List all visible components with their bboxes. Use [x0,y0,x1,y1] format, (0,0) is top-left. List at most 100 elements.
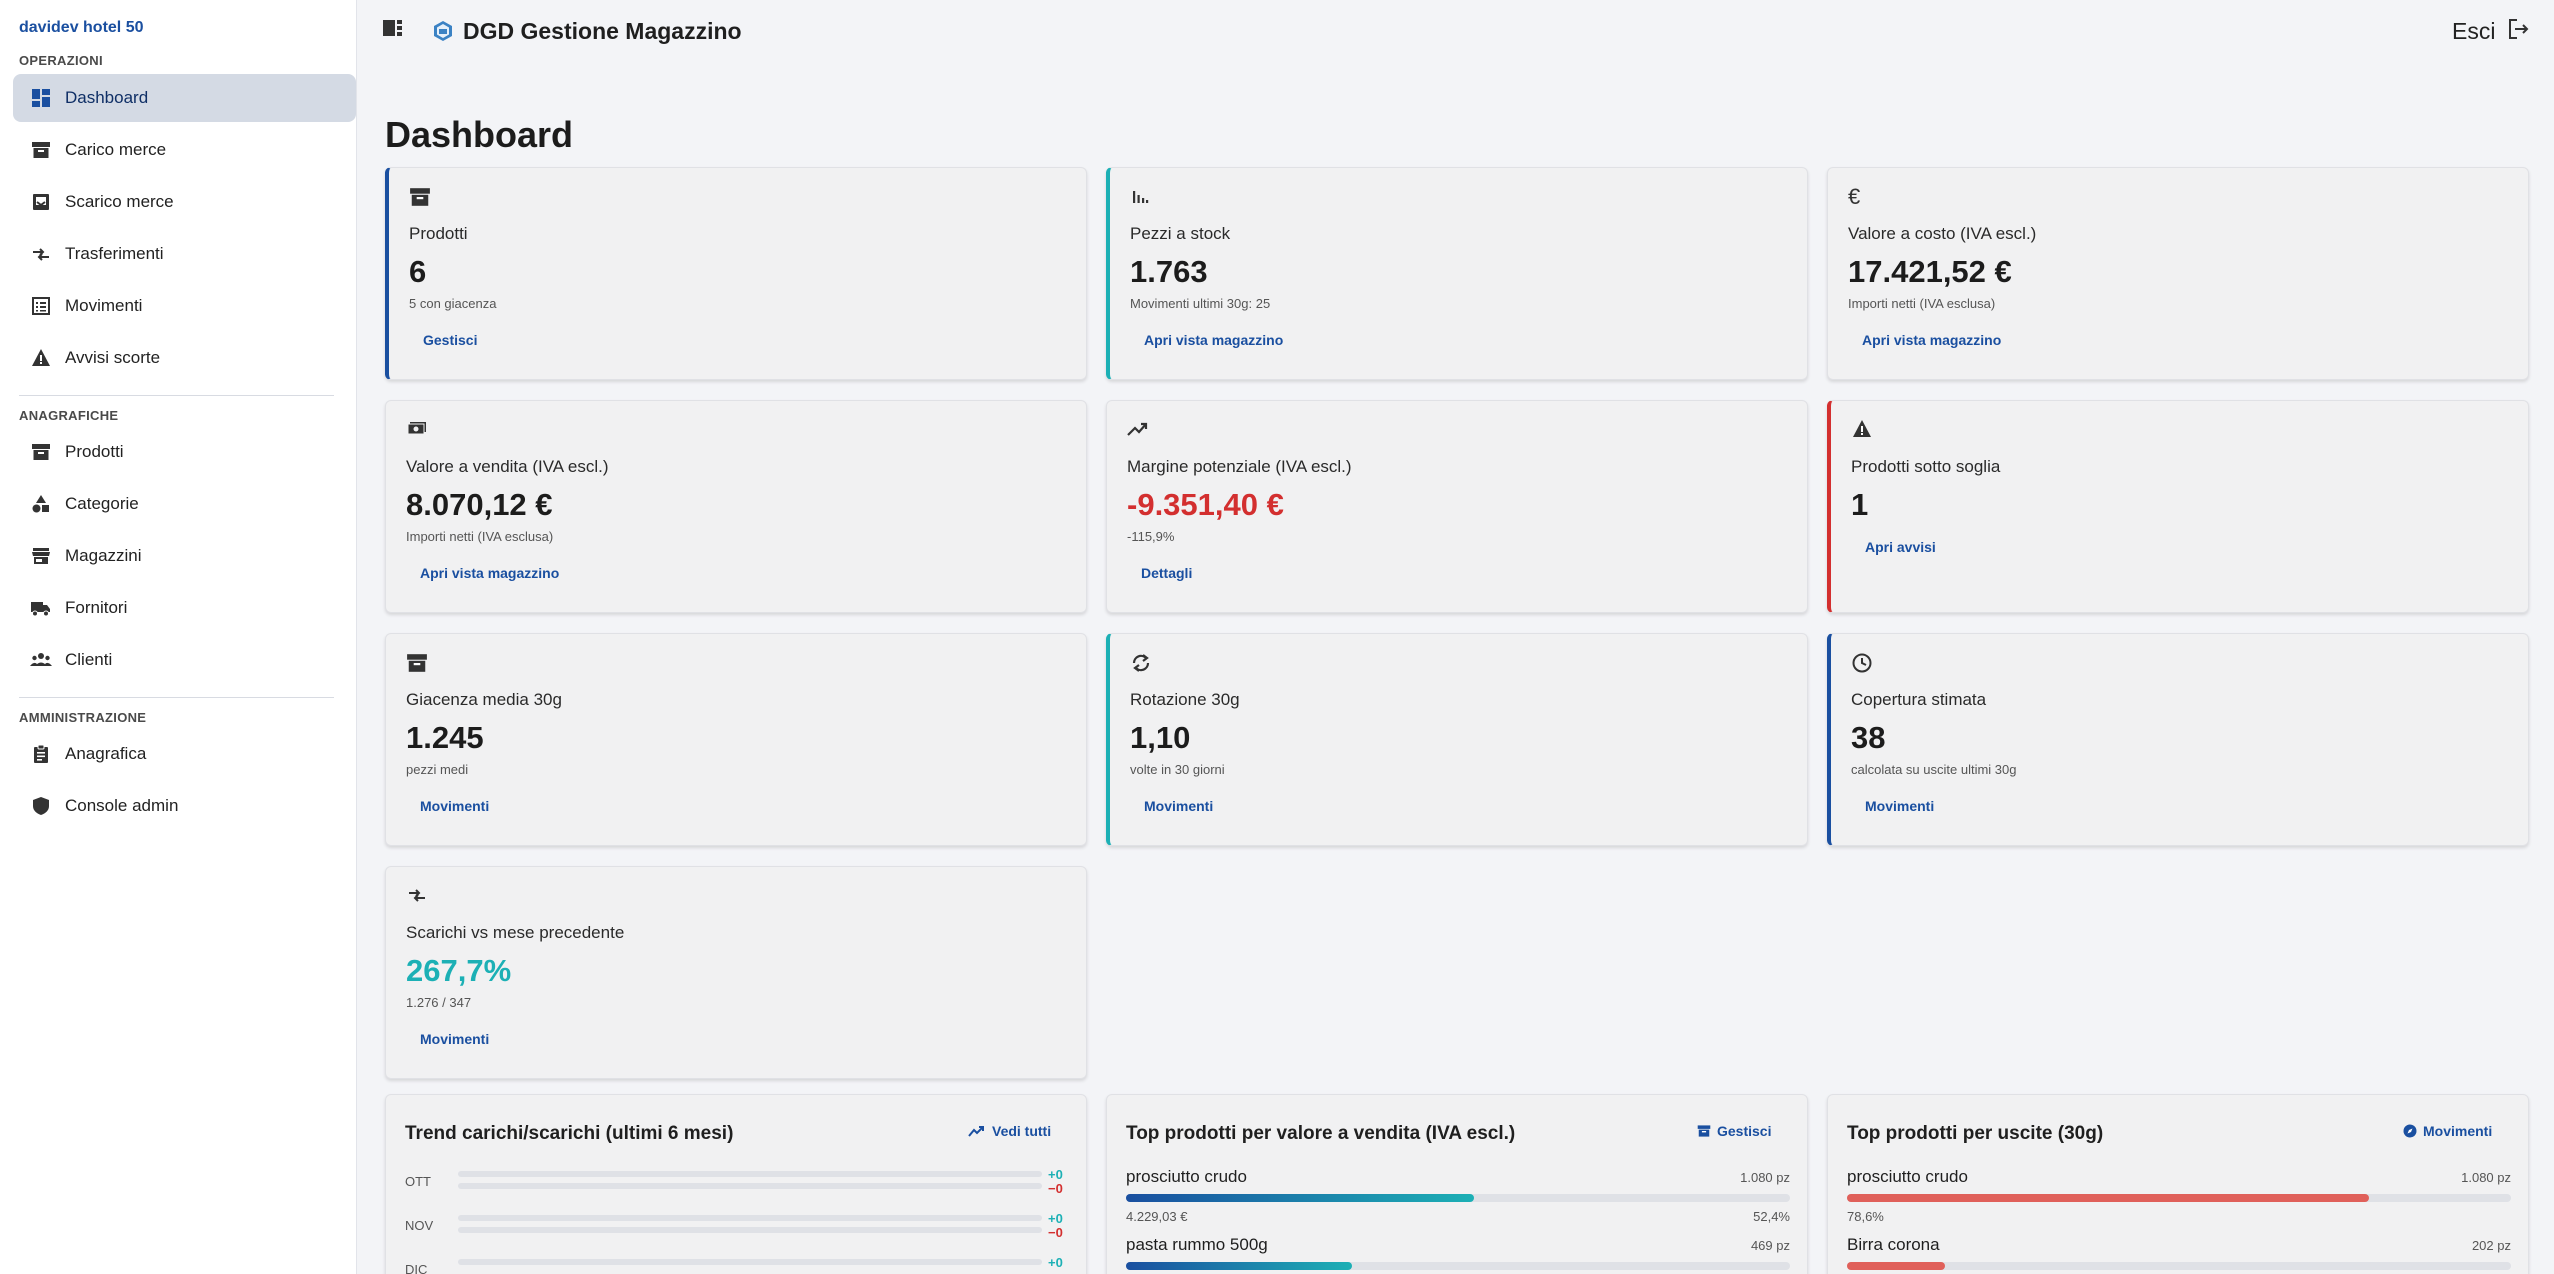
sidebar-item-magazzini[interactable]: Magazzini [13,532,356,580]
movimenti-label: Movimenti [2423,1123,2493,1139]
carichi-value: +0 [1048,1255,1063,1270]
stat-card-margine: Margine potenziale (IVA escl.) -9.351,40… [1106,400,1808,613]
product-name: pasta rummo 500g [1126,1235,1268,1254]
page-title: Dashboard [385,114,574,155]
panel-top-uscite: Top prodotti per uscite (30g) Movimenti … [1827,1094,2529,1274]
stat-value: 38 [1851,720,1886,755]
stat-label: Valore a costo (IVA escl.) [1848,224,2037,243]
people-icon [30,649,52,671]
section-label-operazioni: OPERAZIONI [19,53,103,68]
sidebar-item-prodotti[interactable]: Prodotti [13,428,356,476]
movimenti-link[interactable]: Movimenti [420,798,490,814]
product-share: 78,6% [1847,1209,1884,1224]
sidebar: davidev hotel 50 OPERAZIONI Dashboard Ca… [0,0,357,1274]
sidebar-item-scarico[interactable]: Scarico merce [13,178,356,226]
sidebar-item-fornitori[interactable]: Fornitori [13,584,356,632]
logout-icon[interactable] [2508,18,2532,42]
carichi-bar [458,1259,1042,1265]
product-qty: 1.080 pz [1740,1170,1790,1185]
carichi-bar [458,1171,1042,1177]
panel-title: Top prodotti per uscite (30g) [1847,1123,2104,1144]
stat-card-pezzi: Pezzi a stock 1.763 Movimenti ultimi 30g… [1106,167,1808,380]
stat-subtext: pezzi medi [406,762,469,777]
stat-label: Rotazione 30g [1130,690,1240,709]
sidebar-item-label: Scarico merce [65,192,174,211]
trend-row: NOV +0 −0 [405,1211,1069,1241]
stat-subtext: -115,9% [1127,529,1175,544]
stat-subtext: Movimenti ultimi 30g: 25 [1130,296,1271,311]
app-title: DGD Gestione Magazzino [463,18,742,44]
stat-card-costo: € Valore a costo (IVA escl.) 17.421,52 €… [1827,167,2529,380]
section-label-amministrazione: AMMINISTRAZIONE [19,710,147,725]
apri-avvisi-link[interactable]: Apri avvisi [1865,539,1936,555]
product-value: 4.229,03 € [1126,1209,1188,1224]
movimenti-link[interactable]: Movimenti [1144,798,1214,814]
trend-row: DIC +0 [405,1255,1069,1274]
stat-subtext: 5 con giacenza [409,296,497,311]
gestisci-button[interactable]: Gestisci [1697,1123,1771,1139]
trend-month: NOV [405,1218,434,1233]
inventory-icon [406,652,430,676]
sidebar-item-categorie[interactable]: Categorie [13,480,356,528]
top-product-item: Birra corona 202 pz [1847,1235,2511,1274]
movimenti-link[interactable]: Movimenti [1865,798,1935,814]
sidebar-item-label: Clienti [65,650,113,669]
stat-label: Copertura stimata [1851,690,1987,709]
scarichi-bar [458,1183,1042,1189]
movimenti-link[interactable]: Movimenti [420,1031,490,1047]
stat-value: 1 [1851,487,1869,522]
panel-title: Top prodotti per valore a vendita (IVA e… [1126,1123,1516,1144]
apri-vista-magazzino-link[interactable]: Apri vista magazzino [1144,332,1284,348]
stat-card-copertura: Copertura stimata 38 calcolata su uscite… [1827,633,2529,846]
sidebar-item-label: Movimenti [65,296,143,315]
app-logo-icon [432,20,454,42]
apri-vista-magazzino-link[interactable]: Apri vista magazzino [420,565,560,581]
stat-value: 17.421,52 € [1848,254,2012,289]
vedi-tutti-button[interactable]: Vedi tutti [968,1123,1051,1139]
warning-icon [30,347,52,369]
shield-icon [30,795,52,817]
cash-icon [406,419,430,443]
dashboard-icon [30,87,52,109]
sidebar-toggle-icon[interactable] [383,19,405,41]
product-name: prosciutto crudo [1126,1167,1247,1186]
section-label-anagrafiche: ANAGRAFICHE [19,408,119,423]
sidebar-item-label: Carico merce [65,140,167,159]
stat-label: Giacenza media 30g [406,690,562,709]
category-shapes-icon [30,493,52,515]
brand-name[interactable]: davidev hotel 50 [19,19,144,36]
sidebar-item-dashboard[interactable]: Dashboard [13,74,356,122]
sidebar-item-clienti[interactable]: Clienti [13,636,356,684]
truck-icon [30,597,52,619]
trend-month: OTT [405,1174,431,1189]
inventory-icon [409,186,433,210]
stat-subtext: Importi netti (IVA esclusa) [406,529,554,544]
progress-track [1126,1262,1790,1270]
stat-label: Scarichi vs mese precedente [406,923,625,942]
trend-row: OTT +0 −0 [405,1167,1069,1197]
sidebar-item-anagrafica[interactable]: Anagrafica [13,730,356,778]
panel-trend: Trend carichi/scarichi (ultimi 6 mesi) V… [385,1094,1087,1274]
stat-card-soglia: Prodotti sotto soglia 1 Apri avvisi [1827,400,2529,613]
stat-value: 1.245 [406,720,484,755]
stat-subtext: 1.276 / 347 [406,995,472,1010]
product-qty: 1.080 pz [2461,1170,2511,1185]
movimenti-button[interactable]: Movimenti [2403,1123,2492,1139]
gestisci-link[interactable]: Gestisci [423,332,478,348]
sidebar-item-trasferimenti[interactable]: Trasferimenti [13,230,356,278]
dettagli-link[interactable]: Dettagli [1141,565,1193,581]
vedi-tutti-label: Vedi tutti [992,1123,1052,1139]
carichi-value: +0 [1048,1211,1063,1226]
progress-track [1847,1194,2511,1202]
clipboard-icon [30,743,52,765]
stat-value: 1.763 [1130,254,1208,289]
logout-button[interactable]: Esci [2452,18,2496,44]
sidebar-item-avvisi[interactable]: Avvisi scorte [13,334,356,382]
sidebar-item-carico[interactable]: Carico merce [13,126,356,174]
stat-subtext: calcolata su uscite ultimi 30g [1851,762,2017,777]
progress-track [1126,1194,1790,1202]
panel-top-vendita: Top prodotti per valore a vendita (IVA e… [1106,1094,1808,1274]
sidebar-item-movimenti[interactable]: Movimenti [13,282,356,330]
sidebar-item-console[interactable]: Console admin [13,782,356,830]
apri-vista-magazzino-link[interactable]: Apri vista magazzino [1862,332,2002,348]
